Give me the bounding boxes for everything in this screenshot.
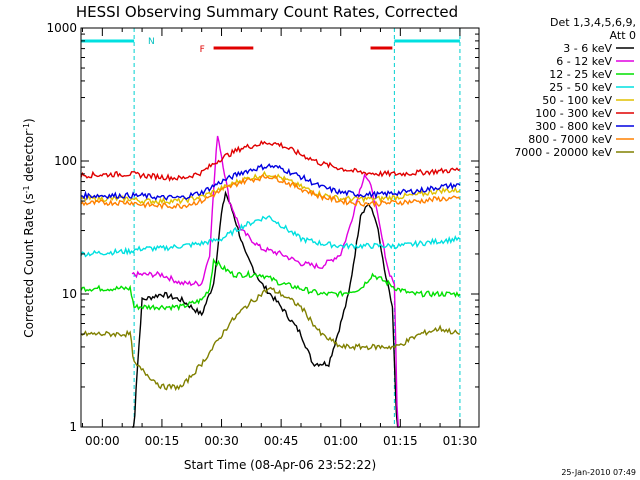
series-line-3 — [80, 215, 461, 258]
legend-label-0: 3 - 6 keV — [563, 42, 612, 55]
series-line-4 — [80, 170, 461, 205]
series-line-0 — [132, 190, 401, 428]
series-line-5 — [80, 140, 461, 182]
legend-label-1: 6 - 12 keV — [556, 55, 612, 68]
x-tick-label-2: 00:30 — [204, 434, 239, 448]
night-layer — [133, 28, 461, 427]
legend-header-line1: Det 1,3,4,5,6,9, — [550, 16, 636, 29]
x-tick-label-3: 00:45 — [264, 434, 299, 448]
series-layer — [80, 135, 461, 428]
y-tick-label-1: 10 — [62, 287, 77, 301]
series-line-8 — [80, 286, 460, 392]
legend-label-8: 7000 - 20000 keV — [514, 146, 612, 159]
footer-timestamp: 25-Jan-2010 07:49 — [561, 468, 636, 477]
y-tick-label-2: 100 — [54, 154, 77, 168]
y-axis-label-mid: detector — [22, 131, 36, 186]
chart-title: HESSI Observing Summary Count Rates, Cor… — [76, 3, 458, 21]
x-tick-label-5: 01:15 — [383, 434, 418, 448]
y-tick-label-3: 1000 — [46, 21, 77, 35]
legend-header-line2: Att 0 — [610, 29, 636, 42]
series-line-2 — [80, 257, 461, 312]
legend-label-6: 300 - 800 keV — [535, 120, 612, 133]
y-axis-label-main: Corrected Count Rate (s — [22, 193, 36, 337]
x-tick-label-0: 00:00 — [85, 434, 120, 448]
legend-label-2: 12 - 25 keV — [549, 68, 612, 81]
legend-label-5: 100 - 300 keV — [535, 107, 612, 120]
legend-label-3: 25 - 50 keV — [549, 81, 612, 94]
y-axis-label-sup1: -1 — [22, 185, 31, 193]
series-line-1 — [131, 135, 399, 428]
night-flag-label: N — [148, 37, 155, 47]
legend-label-7: 800 - 7000 keV — [528, 133, 612, 146]
flag-layer: NF — [81, 37, 460, 55]
plot-frame — [80, 27, 480, 428]
y-axis-label: Corrected Count Rate (s-1 detector-1) — [22, 118, 37, 337]
y-tick-label-0: 1 — [69, 420, 77, 434]
axis-layer: 00:00 00:15 00:30 00:45 01:00 01:15 01:30 1 10 10… — [46, 21, 479, 448]
series-line-7 — [80, 173, 461, 210]
x-axis-label: Start Time (08-Apr-06 23:52:22) — [184, 458, 376, 472]
flare-flag-label: F — [200, 45, 205, 55]
x-tick-label-4: 01:00 — [323, 434, 358, 448]
y-axis-label-sup2: -1 — [22, 123, 31, 131]
x-tick-label-1: 00:15 — [145, 434, 180, 448]
x-tick-label-6: 01:30 — [443, 434, 478, 448]
series-line-6 — [80, 163, 461, 201]
legend-label-4: 50 - 100 keV — [542, 94, 612, 107]
y-axis-label-end: ) — [22, 118, 36, 123]
